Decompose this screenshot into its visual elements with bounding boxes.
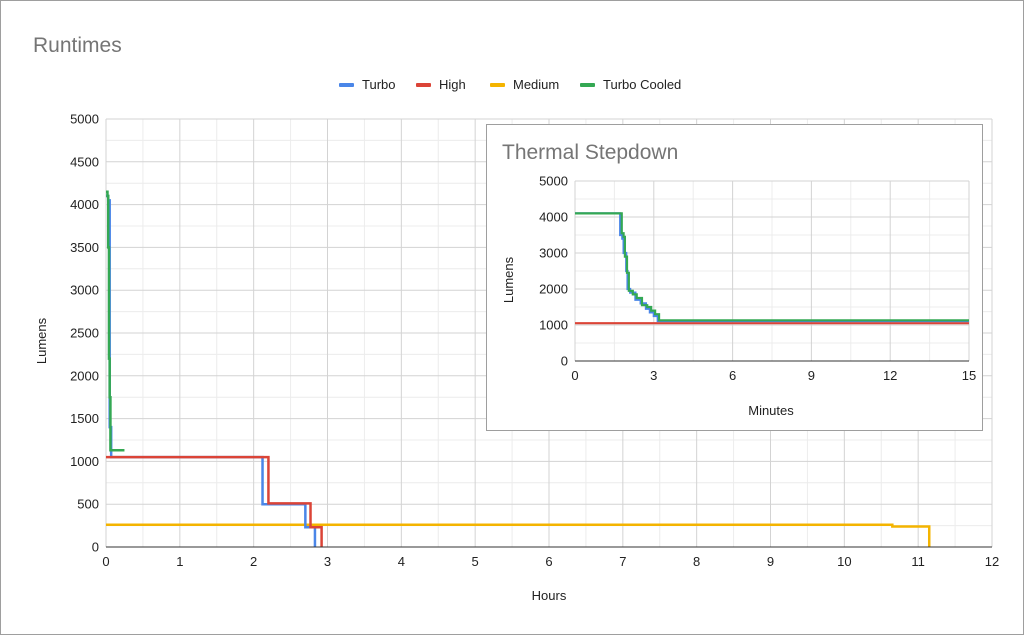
y-tick-label: 4500 [70,154,99,169]
y-tick-label: 1000 [70,454,99,469]
inset-y-axis-title: Lumens [501,256,516,303]
inset-x-axis-title: Minutes [748,403,794,418]
series-line-2 [106,523,931,547]
inset-title: Thermal Stepdown [502,141,678,164]
x-tick-label: 2 [250,554,257,569]
y-tick-label: 2500 [70,326,99,341]
legend-item: Turbo Cooled [580,77,681,92]
axes: 0 1 2 3 4 5 6 7 8 9 10 11 12050010001500200025003000… [70,112,999,570]
x-axis-title: Hours [532,588,567,603]
y-tick-label: 4000 [539,210,568,225]
y-tick-label: 3500 [70,240,99,255]
series-line-1 [106,455,323,547]
y-axis-title: Lumens [34,317,49,364]
x-tick-label: 11 [911,554,925,569]
y-tick-label: 2000 [539,282,568,297]
x-tick-label: 0 [571,368,578,383]
x-tick-label: 7 [619,554,626,569]
series-line-3 [106,190,125,452]
y-tick-label: 3000 [539,246,568,261]
y-tick-label: 5000 [70,112,99,127]
y-tick-label: 500 [77,497,99,512]
x-tick-label: 8 [693,554,700,569]
x-tick-label: 9 [808,368,815,383]
legend-swatch [416,83,431,87]
x-tick-label: 1 [176,554,183,569]
x-tick-label: 12 [883,368,897,383]
legend-label: Turbo [362,77,395,92]
y-tick-label: 4000 [70,197,99,212]
series-line-0 [106,194,317,547]
y-tick-label: 2000 [70,368,99,383]
y-tick-label: 0 [561,354,568,369]
legend-swatch [339,83,354,87]
x-tick-label: 10 [837,554,851,569]
thermal-stepdown-chart: Thermal Stepdown 0 3 6 9 12 15 0 1000 2000 3000 40… [501,141,976,418]
inset-gridlines [574,180,970,362]
legend: Turbo High Medium Turbo Cooled [339,77,681,92]
legend-label: Medium [513,77,559,92]
legend-label: Turbo Cooled [603,77,681,92]
x-tick-label: 0 [102,554,109,569]
series-line-2 [575,212,969,322]
x-tick-label: 5 [472,554,479,569]
legend-item: Medium [490,77,559,92]
x-tick-label: 9 [767,554,774,569]
legend-label: High [439,77,466,92]
x-tick-label: 6 [545,554,552,569]
y-tick-label: 1000 [539,318,568,333]
series-line-0 [575,212,969,323]
chart-title: Runtimes [33,34,122,57]
x-tick-label: 12 [985,554,999,569]
y-tick-label: 5000 [539,174,568,189]
series-lines [106,190,931,547]
legend-item: Turbo [339,77,395,92]
y-tick-label: 0 [92,540,99,555]
x-tick-label: 4 [398,554,405,569]
x-tick-label: 3 [650,368,657,383]
inset-chart: Thermal Stepdown 0 3 6 9 12 15 0 1000 2000 3000 40… [486,124,983,431]
inset-series-lines [575,212,969,325]
inset-axes: 0 3 6 9 12 15 0 1000 2000 3000 4000 5000 [539,174,976,384]
y-tick-label: 1500 [70,411,99,426]
legend-item: High [416,77,466,92]
x-tick-label: 3 [324,554,331,569]
x-tick-label: 6 [729,368,736,383]
x-tick-label: 15 [962,368,976,383]
legend-swatch [490,83,505,87]
y-tick-label: 3000 [70,283,99,298]
legend-swatch [580,83,595,87]
